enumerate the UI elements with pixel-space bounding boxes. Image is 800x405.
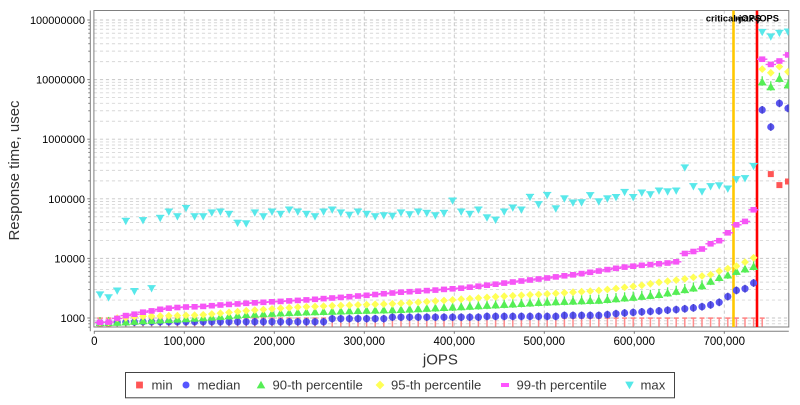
svg-text:10000: 10000: [54, 253, 85, 265]
svg-text:600,000: 600,000: [614, 336, 656, 348]
svg-text:min: min: [152, 377, 173, 392]
svg-text:100,000: 100,000: [164, 336, 206, 348]
svg-text:500,000: 500,000: [524, 336, 566, 348]
svg-text:Response time, usec: Response time, usec: [6, 100, 23, 241]
svg-text:max-jOPS: max-jOPS: [735, 14, 779, 24]
svg-text:100000: 100000: [48, 194, 85, 206]
svg-text:99-th percentile: 99-th percentile: [517, 377, 607, 392]
svg-text:0: 0: [91, 336, 97, 348]
svg-text:1000000: 1000000: [42, 134, 85, 146]
svg-text:1000: 1000: [61, 313, 85, 325]
svg-text:max: max: [641, 377, 666, 392]
svg-text:300,000: 300,000: [344, 336, 386, 348]
svg-text:100000000: 100000000: [30, 15, 85, 27]
svg-text:10000000: 10000000: [36, 75, 85, 87]
svg-text:400,000: 400,000: [434, 336, 476, 348]
svg-text:95-th percentile: 95-th percentile: [391, 377, 481, 392]
svg-text:200,000: 200,000: [254, 336, 296, 348]
svg-text:700,000: 700,000: [704, 336, 746, 348]
svg-text:90-th percentile: 90-th percentile: [273, 377, 363, 392]
svg-text:median: median: [198, 377, 241, 392]
svg-text:jOPS: jOPS: [422, 352, 458, 369]
svg-text:critical-jOPS: critical-jOPS: [706, 14, 761, 24]
